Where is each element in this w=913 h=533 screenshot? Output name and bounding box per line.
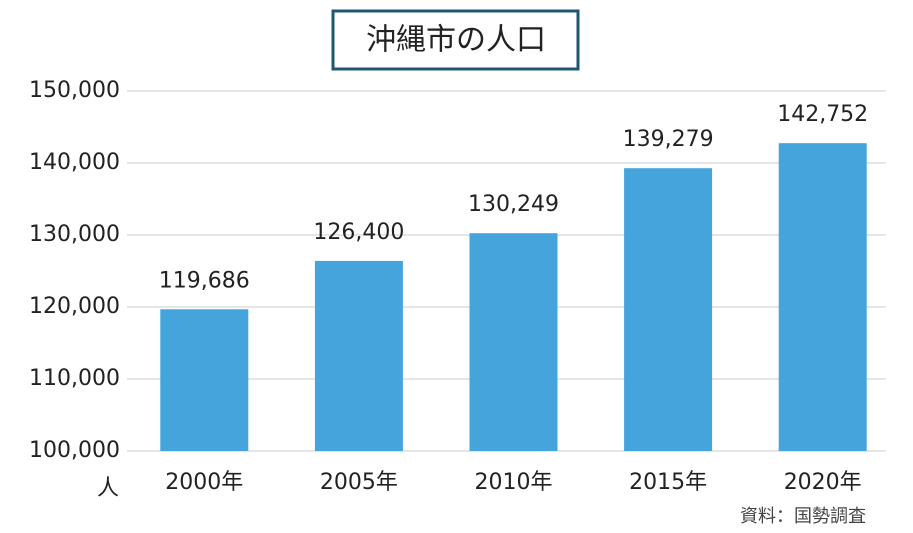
y-tick-label: 100,000 bbox=[29, 438, 120, 463]
x-tick-label: 2015年 bbox=[629, 470, 707, 495]
value-label: 119,686 bbox=[159, 268, 250, 293]
y-unit: 人 bbox=[97, 476, 119, 501]
title-box bbox=[331, 9, 580, 71]
bar bbox=[778, 143, 867, 451]
x-tick-label: 2010年 bbox=[475, 470, 553, 495]
value-label: 142,752 bbox=[777, 102, 868, 127]
source: 資料：国勢調査 bbox=[740, 506, 866, 527]
bar bbox=[314, 260, 403, 451]
y-tick-label: 130,000 bbox=[29, 222, 120, 247]
x-tick-label: 2005年 bbox=[320, 470, 398, 495]
bar bbox=[160, 309, 249, 451]
x-tick-label: 2000年 bbox=[165, 470, 243, 495]
y-tick-label: 110,000 bbox=[29, 366, 120, 391]
value-label: 130,249 bbox=[468, 192, 559, 217]
value-label: 126,400 bbox=[313, 220, 404, 245]
bar bbox=[624, 168, 713, 451]
value-label: 139,279 bbox=[623, 127, 714, 152]
y-tick-label: 120,000 bbox=[29, 294, 120, 319]
chart-title: 沖縄市の人口 bbox=[366, 23, 546, 58]
y-tick-label: 150,000 bbox=[29, 78, 120, 103]
bar bbox=[469, 233, 558, 451]
x-tick-label: 2020年 bbox=[784, 470, 862, 495]
y-tick-label: 140,000 bbox=[29, 150, 120, 175]
